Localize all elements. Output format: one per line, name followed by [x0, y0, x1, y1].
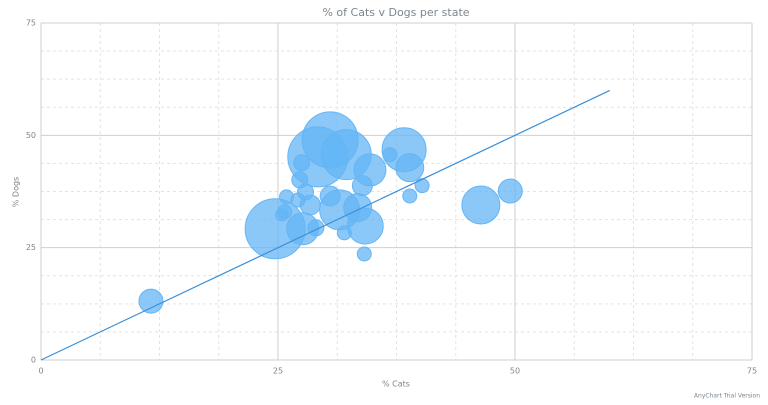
y-tick-label: 25	[26, 243, 36, 252]
bubble	[402, 188, 418, 204]
bubble	[307, 219, 325, 237]
x-tick-label: 75	[747, 367, 757, 376]
bubble	[138, 288, 164, 314]
bubble	[356, 246, 372, 262]
bubble	[336, 225, 352, 241]
bubble	[293, 154, 311, 172]
y-axis-label: % Dogs	[12, 177, 21, 207]
y-tick-label: 50	[26, 131, 36, 140]
x-tick-label: 25	[273, 367, 283, 376]
bubble	[351, 175, 373, 197]
x-tick-label: 0	[38, 367, 43, 376]
bubble	[343, 193, 373, 223]
bubble	[290, 192, 306, 208]
trend-line	[40, 89, 611, 361]
bubble	[275, 208, 289, 222]
x-tick-label: 50	[510, 367, 520, 376]
y-tick-label: 0	[31, 356, 36, 365]
x-axis-label: % Cats	[382, 380, 410, 389]
bubble	[497, 178, 523, 204]
bubble	[382, 147, 398, 163]
watermark: AnyChart Trial Version	[694, 393, 760, 400]
bubble	[395, 153, 425, 183]
chart-title: % of Cats v Dogs per state	[322, 6, 469, 19]
y-tick-label: 75	[26, 19, 36, 28]
bubble	[319, 185, 341, 207]
bubble	[461, 185, 501, 225]
bubble	[414, 178, 430, 194]
